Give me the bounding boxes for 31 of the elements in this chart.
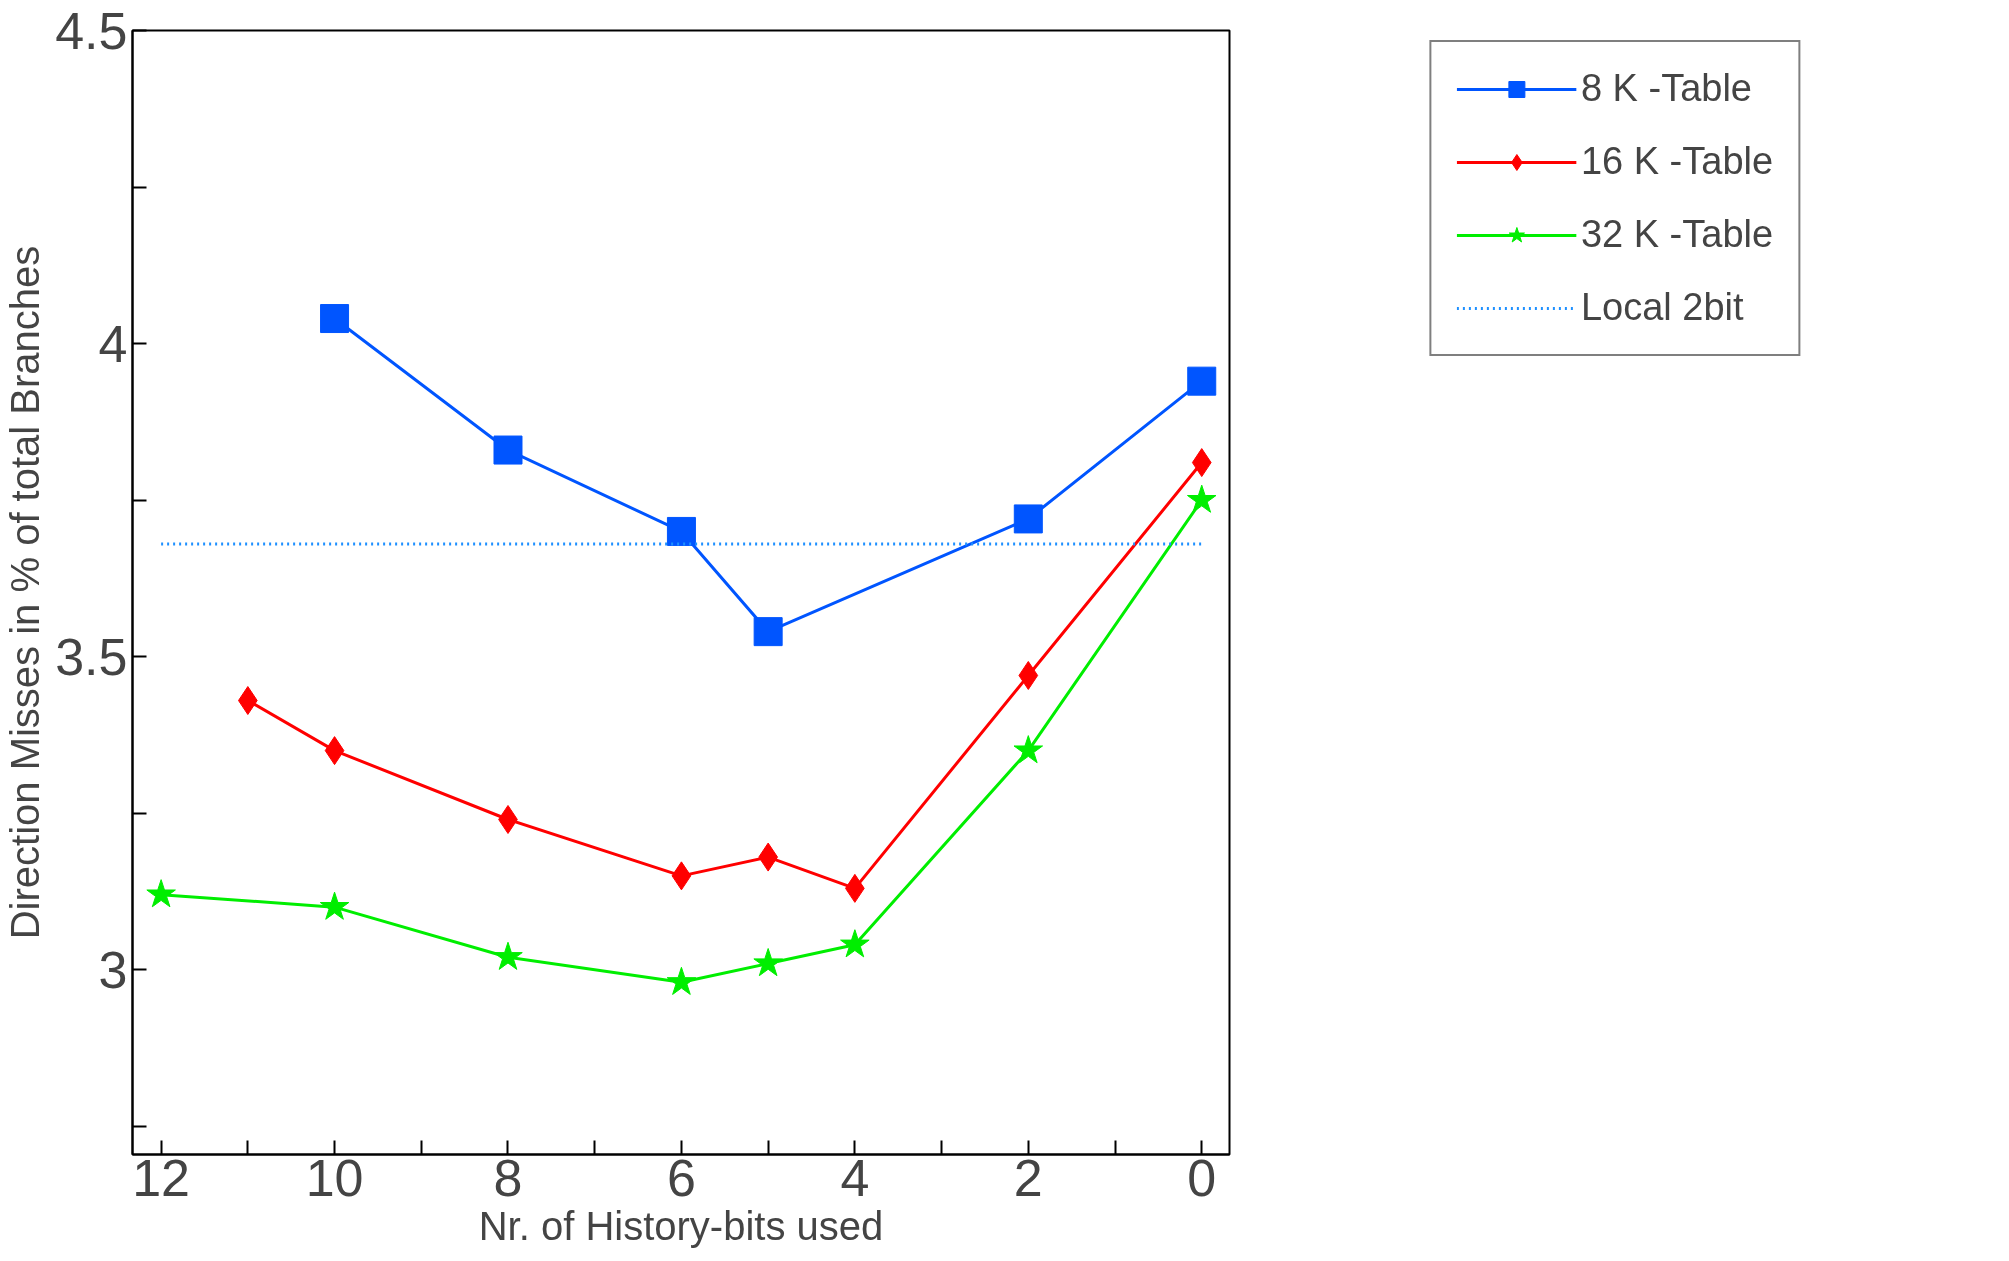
y-axis-title: Direction Misses in % of total Branches <box>3 245 48 940</box>
y-tick-label: 4.5 <box>55 1 128 60</box>
point <box>324 736 345 766</box>
y-tick-label: 4 <box>98 314 128 373</box>
point <box>1013 504 1043 534</box>
y-tick-label: 3.5 <box>55 627 128 686</box>
point <box>146 879 176 908</box>
point <box>493 941 523 970</box>
legend-label: 32 K -Table <box>1580 213 1774 256</box>
point <box>1186 484 1217 513</box>
legend-label: Local 2bit <box>1580 286 1744 329</box>
x-tick-label: 10 <box>305 1148 364 1207</box>
point <box>493 435 523 465</box>
point <box>671 861 692 891</box>
point <box>1018 660 1039 690</box>
point <box>319 891 350 920</box>
point <box>753 948 783 977</box>
x-tick-label: 12 <box>132 1148 191 1207</box>
y-tick-label: 3 <box>98 940 128 999</box>
point <box>753 617 783 647</box>
legend-label: 8 K -Table <box>1580 67 1752 110</box>
point <box>1013 735 1044 764</box>
point <box>666 516 696 546</box>
legend-label: 16 K -Table <box>1580 140 1774 183</box>
point <box>320 304 350 334</box>
x-tick-label: 2 <box>1013 1148 1043 1207</box>
point <box>1191 448 1212 478</box>
point <box>1187 366 1217 396</box>
x-tick-label: 0 <box>1187 1148 1217 1207</box>
point <box>840 929 870 958</box>
point <box>666 966 697 995</box>
